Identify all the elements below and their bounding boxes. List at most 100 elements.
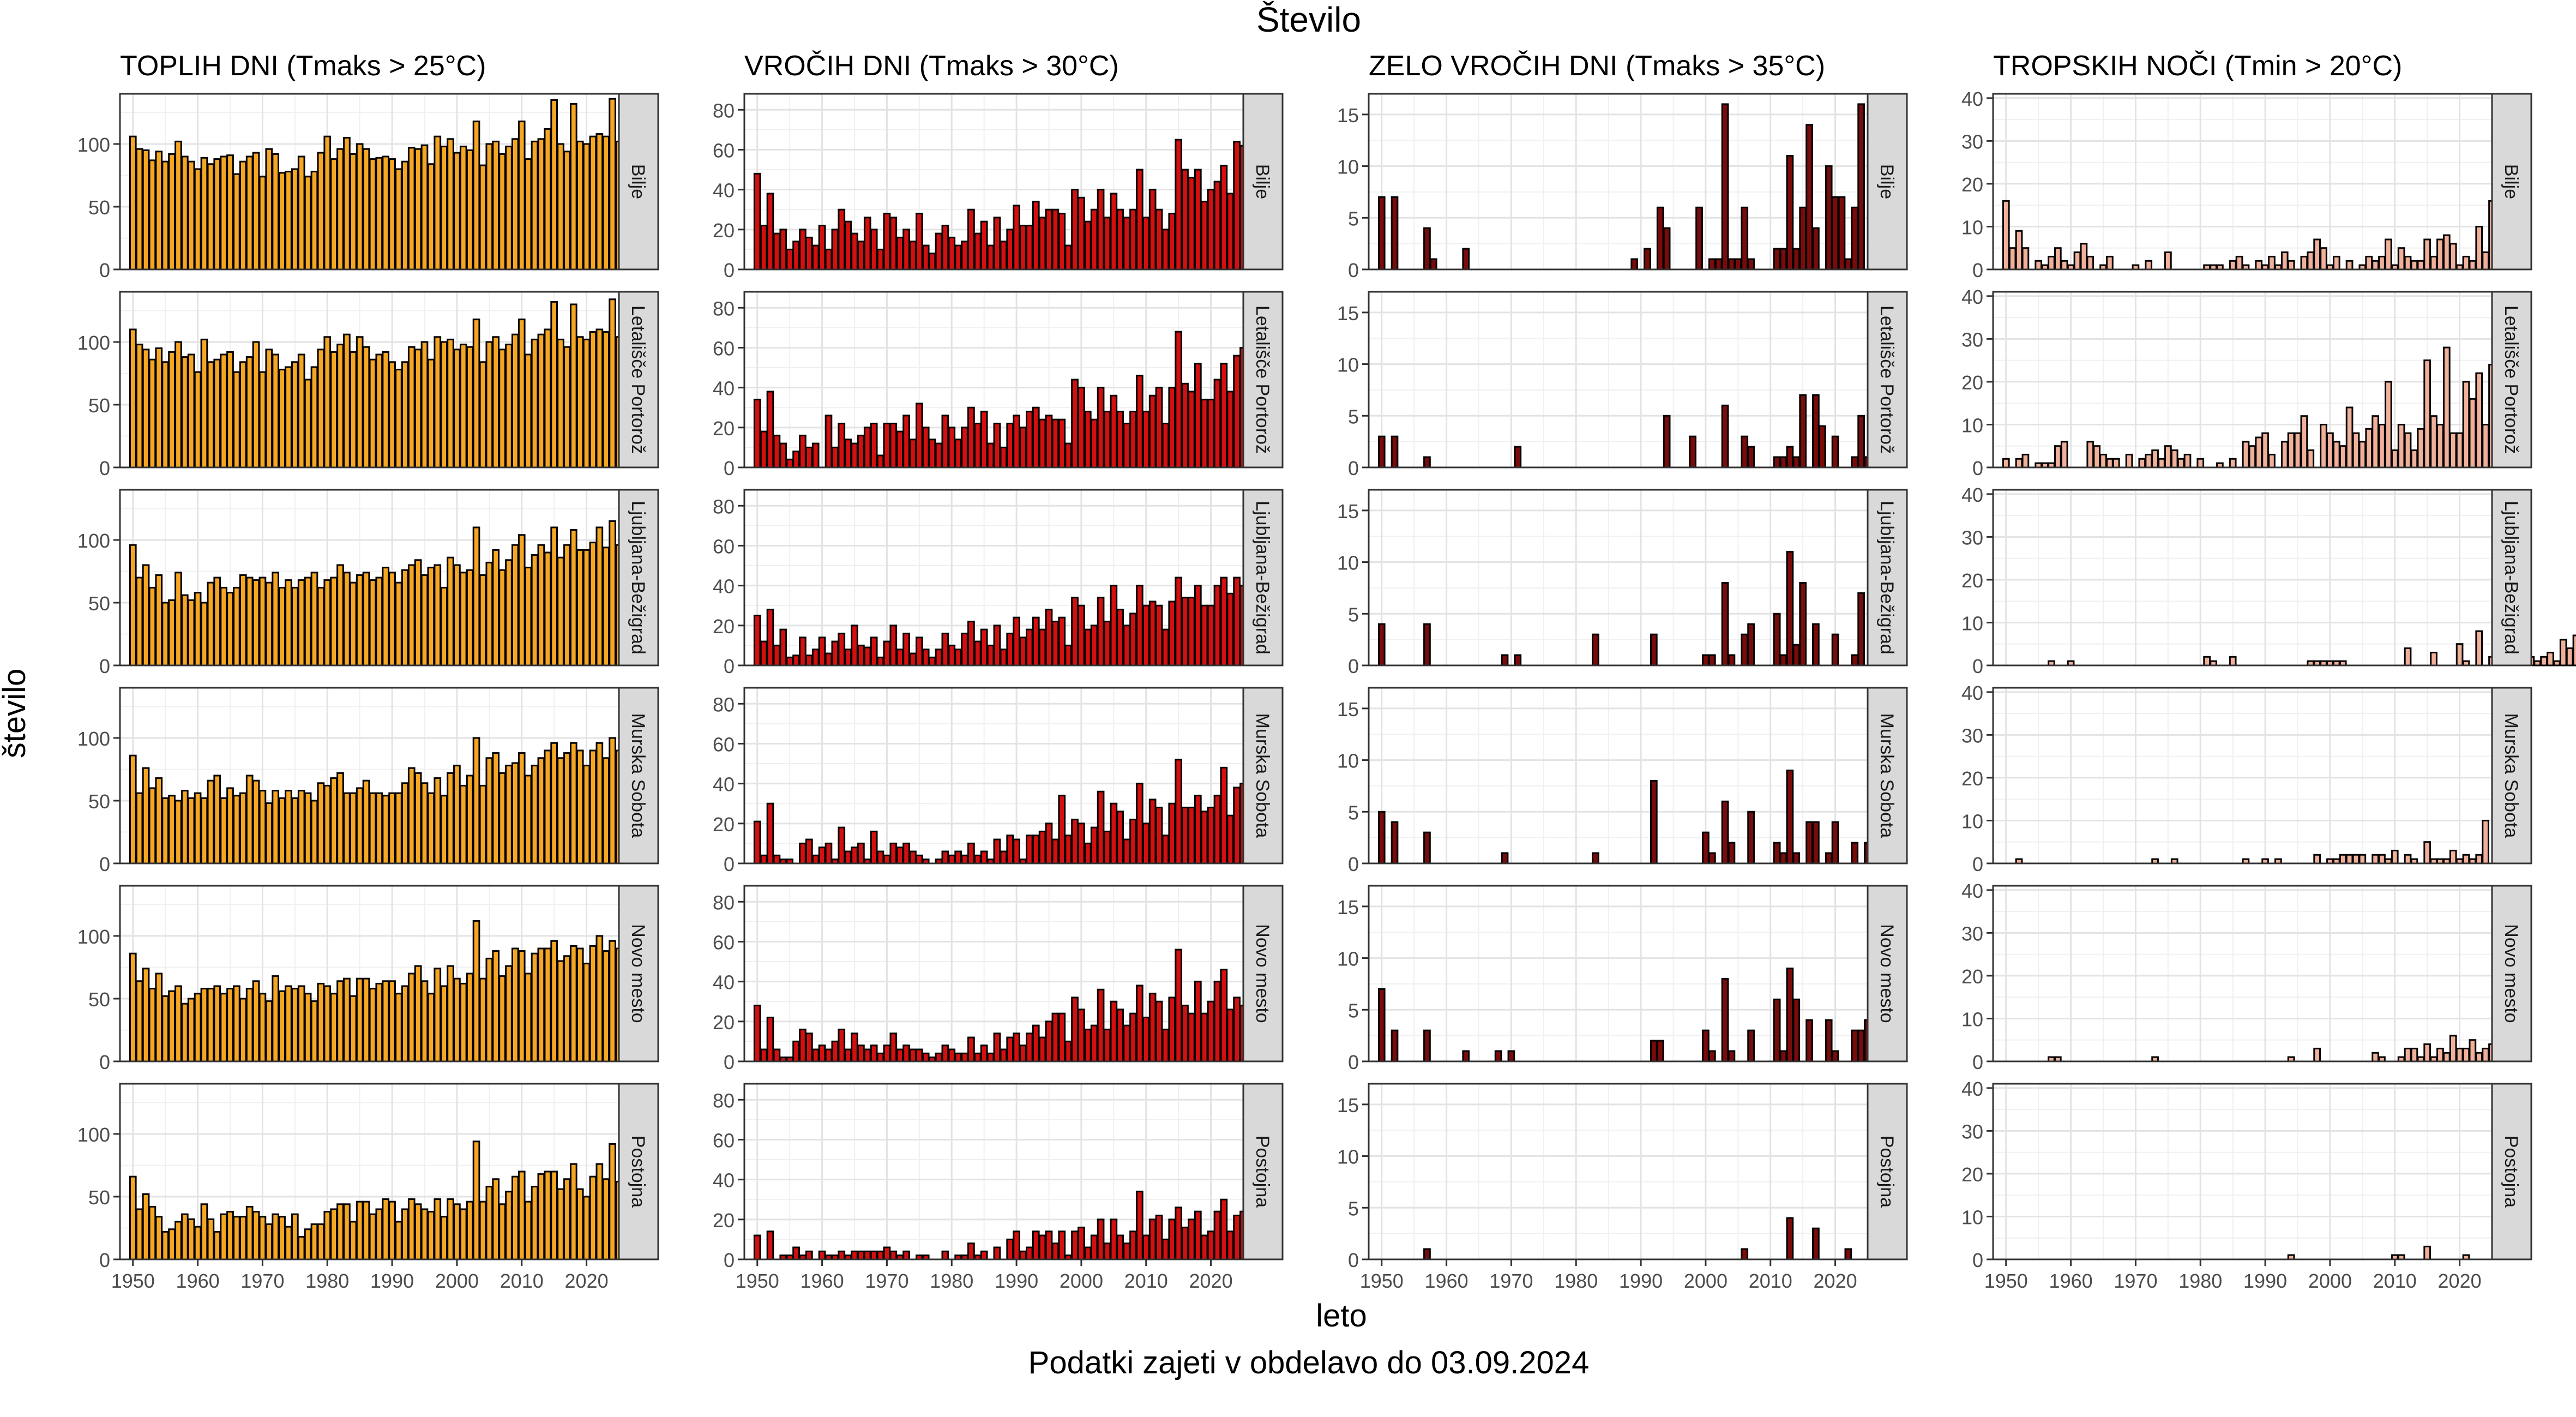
bar	[569, 945, 577, 1062]
bar	[323, 1211, 332, 1260]
bar	[401, 160, 409, 271]
bar	[2112, 458, 2120, 469]
bar	[1161, 1238, 1170, 1260]
bar	[382, 795, 390, 864]
bar	[563, 151, 571, 271]
bar	[602, 757, 610, 864]
bar	[395, 993, 402, 1062]
bar	[1831, 633, 1839, 667]
facet-2-4: 0 5 10 15 Novo mesto	[1337, 885, 1908, 1073]
bar	[1051, 621, 1060, 667]
bar	[1006, 632, 1014, 667]
bar	[233, 173, 240, 271]
bar	[304, 1228, 312, 1260]
bar	[485, 561, 493, 667]
bar	[948, 644, 956, 667]
bar	[1051, 418, 1060, 469]
bar	[2372, 260, 2379, 271]
bar	[472, 121, 480, 271]
bar	[831, 640, 839, 667]
bar	[362, 977, 370, 1062]
bar	[544, 128, 552, 271]
bar	[187, 160, 195, 271]
y-tick-label: 40	[713, 971, 735, 994]
bar	[207, 361, 215, 469]
bar	[1116, 1234, 1124, 1260]
bar	[265, 148, 273, 271]
bar	[453, 564, 461, 667]
facet-2-0: 0 5 10 15 Bilje	[1337, 93, 1908, 281]
facet-strip-label: Bilje	[1876, 164, 1897, 199]
bar	[1188, 391, 1195, 469]
bar	[2365, 255, 2373, 271]
y-tick-label: 15	[1337, 500, 1359, 523]
bar	[1773, 248, 1781, 271]
bar	[1136, 984, 1143, 1062]
bar	[2086, 255, 2094, 271]
bar	[245, 356, 254, 469]
bar	[2455, 432, 2464, 469]
bar	[420, 144, 429, 271]
bar	[1136, 783, 1143, 864]
y-tick-label: 0	[1972, 457, 1983, 479]
bar	[1799, 394, 1807, 469]
bar	[941, 1044, 949, 1062]
bar	[278, 586, 286, 667]
bar	[595, 526, 604, 667]
bar	[582, 963, 591, 1062]
bar	[1026, 1246, 1033, 1260]
bar	[1155, 1215, 1163, 1260]
bar	[1123, 1024, 1130, 1062]
facet-0-0: 0 50 100 Bilje	[77, 93, 659, 281]
bar	[1168, 802, 1176, 864]
bar	[1825, 1019, 1833, 1062]
bar	[1013, 205, 1020, 271]
bar	[838, 826, 846, 864]
bar	[1175, 1206, 1183, 1260]
bar	[1831, 821, 1839, 864]
bar	[323, 579, 332, 667]
bar	[2268, 453, 2276, 469]
bar	[609, 1143, 616, 1260]
y-tick-label: 50	[88, 790, 110, 813]
bar	[2352, 432, 2360, 469]
bar	[531, 554, 539, 667]
bar	[2410, 449, 2418, 469]
bar	[310, 171, 318, 271]
bar	[838, 423, 846, 469]
bar	[928, 439, 936, 469]
y-tick-label: 5	[1348, 801, 1359, 824]
y-tick-label: 15	[1337, 698, 1359, 720]
bar	[447, 1198, 454, 1260]
bar	[148, 159, 157, 271]
bar	[1812, 227, 1820, 271]
y-tick-label: 40	[1961, 286, 1983, 308]
bar	[792, 451, 800, 469]
bar	[1116, 411, 1124, 469]
bar	[1663, 415, 1671, 469]
bar	[1168, 601, 1176, 667]
bar	[466, 1200, 474, 1260]
bar	[161, 160, 170, 271]
bar	[2345, 406, 2354, 469]
bar	[582, 338, 591, 469]
bar	[2462, 255, 2470, 271]
bar	[2442, 1052, 2451, 1062]
y-tick-label: 0	[724, 1051, 735, 1073]
facet-strip	[618, 489, 659, 667]
bar	[187, 797, 195, 864]
bar	[1136, 585, 1143, 667]
bar	[2177, 458, 2185, 469]
bar	[434, 968, 442, 1062]
bar	[1142, 411, 1150, 469]
bar	[1000, 1048, 1008, 1062]
y-tick-label: 80	[713, 99, 735, 122]
bar	[291, 361, 299, 469]
bar	[1148, 993, 1157, 1062]
bar	[1019, 637, 1027, 667]
y-tick-label: 10	[1337, 552, 1359, 574]
bar	[2482, 423, 2489, 469]
bar	[1194, 363, 1202, 469]
bar	[909, 439, 917, 469]
bar	[896, 846, 904, 864]
